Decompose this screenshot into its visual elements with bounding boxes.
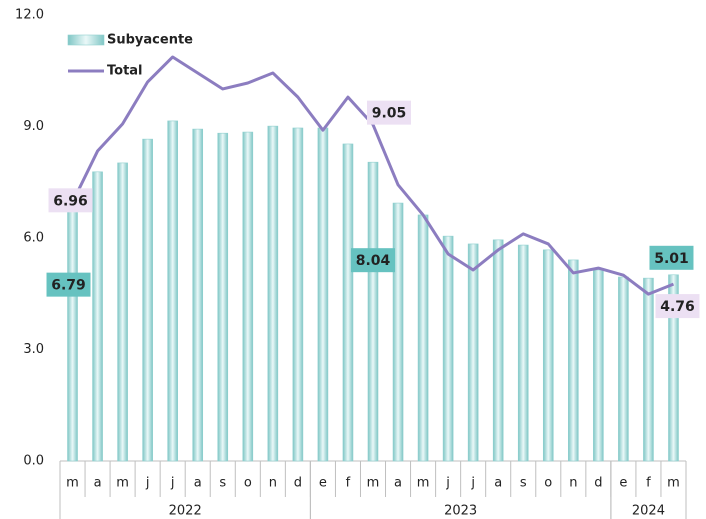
x-tick-label: a — [394, 476, 402, 491]
bar — [492, 239, 504, 462]
x-tick-label: j — [470, 476, 475, 491]
x-tick-label: m — [66, 476, 79, 491]
y-tick-label: 3.0 — [23, 342, 44, 357]
bar — [643, 277, 654, 462]
x-tick-label: a — [194, 476, 202, 491]
x-tick-label: m — [417, 476, 430, 491]
x-tick-label: s — [219, 476, 226, 491]
bar — [317, 127, 329, 462]
legend-label: Subyacente — [107, 33, 193, 48]
x-tick-label: j — [145, 476, 150, 491]
line — [71, 55, 675, 296]
y-tick-label: 0.0 — [23, 454, 44, 469]
bar — [117, 162, 128, 462]
y-tick-label: 12.0 — [15, 8, 44, 23]
x-tick-label: d — [294, 476, 302, 491]
bar — [542, 249, 554, 462]
data-label: 8.04 — [356, 253, 391, 269]
data-label-box — [46, 272, 91, 297]
data-label-box — [367, 100, 411, 125]
bar — [192, 128, 204, 462]
bar — [517, 244, 529, 462]
bar — [593, 269, 604, 462]
group-label: 2024 — [632, 504, 665, 519]
bar — [367, 161, 379, 462]
x-tick-label: f — [346, 476, 351, 491]
bar — [568, 259, 579, 462]
data-label-box — [655, 294, 700, 319]
x-tick-label: m — [116, 476, 129, 491]
data-label-box — [649, 245, 694, 270]
data-label: 6.79 — [51, 278, 86, 294]
bar — [442, 235, 454, 462]
x-tick-label: s — [520, 476, 527, 491]
x-tick-label: a — [494, 476, 502, 491]
x-tick-label: j — [445, 476, 450, 491]
x-tick-label: d — [594, 476, 602, 491]
x-tick-label: o — [544, 476, 552, 491]
group-label: 2022 — [169, 504, 202, 519]
bar — [342, 143, 354, 462]
x-tick-label: e — [319, 476, 327, 491]
bar — [618, 276, 629, 462]
data-label: 9.05 — [372, 106, 407, 122]
group-label: 2023 — [444, 504, 477, 519]
bar — [292, 127, 304, 462]
x-tick-label: j — [170, 476, 175, 491]
x-tick-label: a — [94, 476, 102, 491]
y-tick-label: 6.0 — [23, 231, 44, 246]
data-label: 6.96 — [53, 193, 88, 209]
data-label-box — [351, 248, 395, 273]
bar — [242, 131, 254, 462]
legend-label: Total — [107, 64, 143, 79]
bar — [167, 120, 178, 462]
bar — [267, 125, 279, 462]
bar — [668, 274, 679, 462]
bar — [417, 214, 429, 462]
bar — [217, 132, 229, 462]
x-tick-label: f — [646, 476, 651, 491]
x-tick-label: e — [619, 476, 627, 491]
data-label: 4.76 — [660, 299, 695, 315]
bar — [92, 171, 103, 462]
x-tick-label: n — [569, 476, 577, 491]
data-label-box — [48, 188, 93, 213]
bar — [467, 243, 479, 462]
y-tick-label: 9.0 — [23, 119, 44, 134]
x-tick-label: n — [269, 476, 277, 491]
bar — [392, 202, 404, 462]
x-tick-label: o — [244, 476, 252, 491]
x-tick-label: m — [367, 476, 380, 491]
bar — [142, 138, 153, 462]
x-tick-label: m — [667, 476, 680, 491]
legend-swatch — [67, 34, 105, 46]
bar — [67, 208, 78, 462]
data-label: 5.01 — [654, 251, 689, 267]
